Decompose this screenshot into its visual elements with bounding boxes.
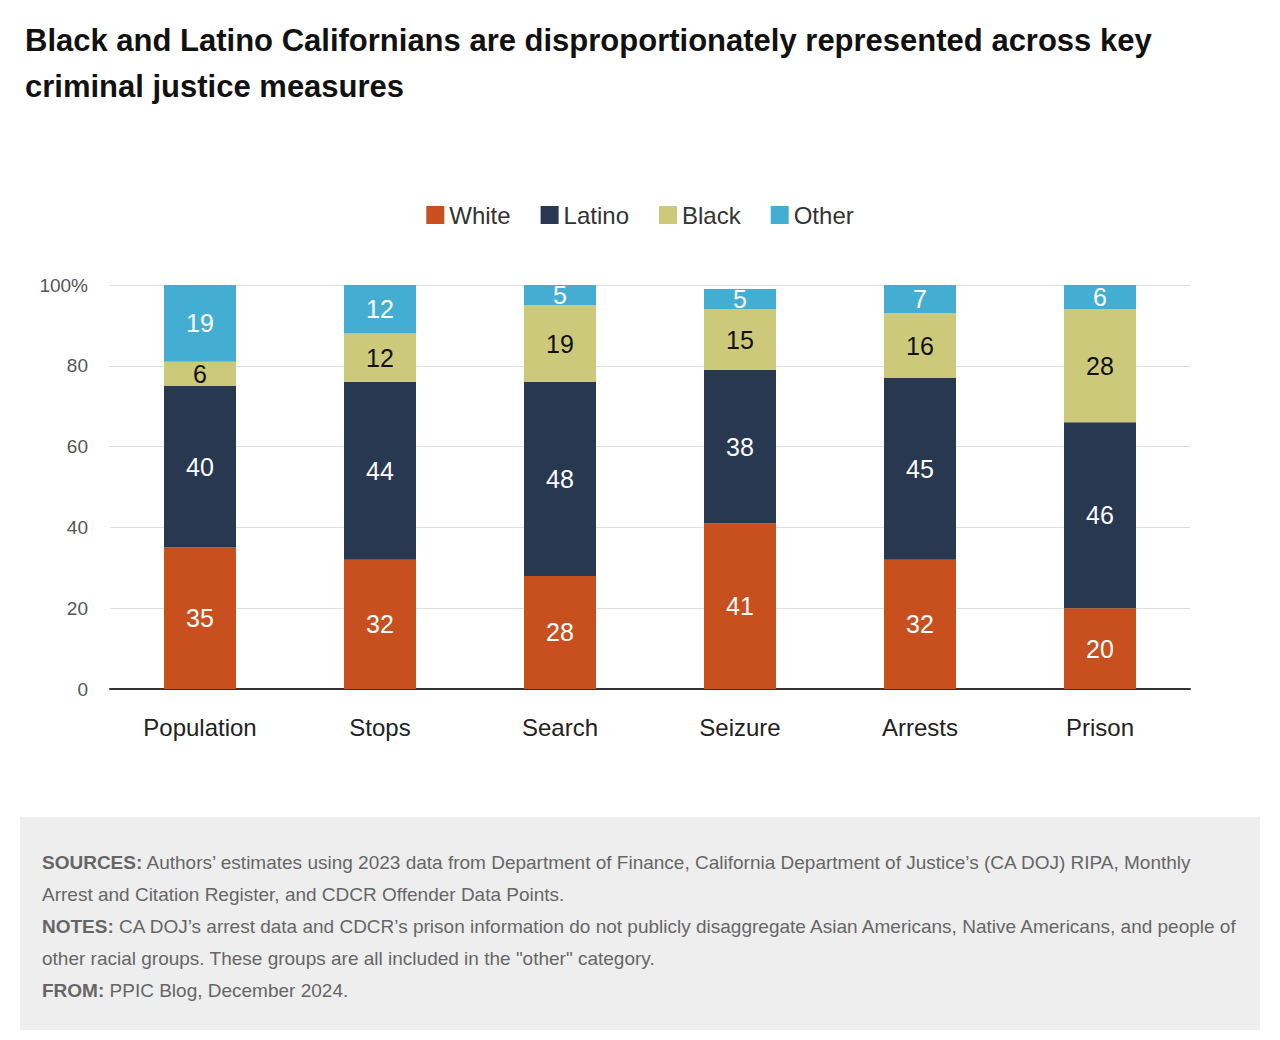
svg-text:20: 20: [1086, 635, 1114, 663]
svg-text:35: 35: [186, 604, 214, 632]
html-text:SOURCES: Authors’ estimates us: SOURCES: Authors’ estimates using 2023 d…: [42, 852, 1191, 905]
svg-text:7: 7: [913, 285, 927, 313]
svg-text:Search: Search: [522, 714, 598, 741]
svg-text:5: 5: [733, 285, 747, 313]
svg-text:5: 5: [553, 281, 567, 309]
svg-text:White: White: [449, 202, 510, 229]
svg-text:20: 20: [67, 598, 88, 619]
svg-text:40: 40: [67, 517, 88, 538]
svg-text:45: 45: [906, 455, 934, 483]
svg-text:6: 6: [1093, 283, 1107, 311]
svg-text:criminal justice measures: criminal justice measures: [25, 69, 404, 104]
svg-text:100%: 100%: [39, 275, 88, 296]
svg-text:Arrests: Arrests: [882, 714, 958, 741]
svg-text:Population: Population: [143, 714, 256, 741]
svg-text:48: 48: [546, 465, 574, 493]
html-text:NOTES: CA DOJ’s arrest data an: NOTES: CA DOJ’s arrest data and CDCR’s p…: [42, 916, 1236, 969]
html-text:FROM: PPIC Blog, December 2024: FROM: PPIC Blog, December 2024.: [42, 980, 349, 1001]
svg-text:Black and Latino Californians: Black and Latino Californians are dispro…: [25, 23, 1160, 58]
svg-text:44: 44: [366, 457, 394, 485]
svg-text:16: 16: [906, 332, 934, 360]
svg-text:38: 38: [726, 433, 754, 461]
svg-text:46: 46: [1086, 501, 1114, 529]
svg-text:12: 12: [366, 344, 394, 372]
svg-text:19: 19: [186, 309, 214, 337]
svg-text:Seizure: Seizure: [699, 714, 780, 741]
svg-text:32: 32: [906, 610, 934, 638]
svg-text:Latino: Latino: [564, 202, 629, 229]
svg-text:40: 40: [186, 453, 214, 481]
svg-text:15: 15: [726, 326, 754, 354]
svg-text:28: 28: [1086, 352, 1114, 380]
svg-text:0: 0: [77, 679, 88, 700]
svg-text:Prison: Prison: [1066, 714, 1134, 741]
svg-text:41: 41: [726, 592, 754, 620]
svg-text:6: 6: [193, 360, 207, 388]
svg-text:32: 32: [366, 610, 394, 638]
svg-text:Black: Black: [682, 202, 742, 229]
svg-text:Stops: Stops: [349, 714, 410, 741]
svg-text:80: 80: [67, 355, 88, 376]
svg-text:28: 28: [546, 618, 574, 646]
svg-text:Other: Other: [794, 202, 854, 229]
svg-text:60: 60: [67, 436, 88, 457]
svg-text:19: 19: [546, 330, 574, 358]
svg-text:12: 12: [366, 295, 394, 323]
